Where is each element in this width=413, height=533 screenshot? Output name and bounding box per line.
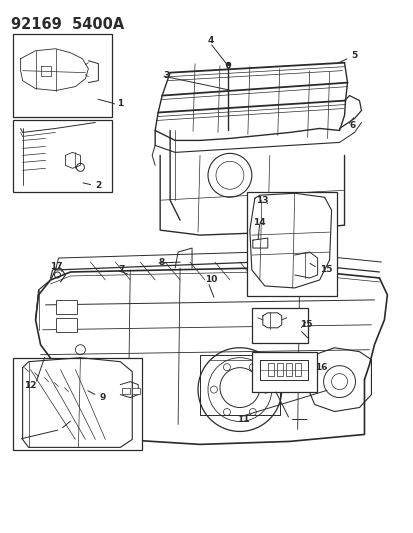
Text: 15: 15	[299, 320, 311, 329]
Bar	[276, 362, 282, 376]
Text: 4: 4	[207, 36, 214, 45]
Text: 9: 9	[99, 393, 105, 402]
Bar	[267, 362, 273, 376]
Text: 6: 6	[349, 121, 355, 130]
Text: 8: 8	[158, 257, 164, 266]
Text: 11: 11	[236, 415, 249, 424]
Bar	[251, 308, 307, 343]
Bar	[122, 387, 130, 393]
Text: 12: 12	[24, 381, 36, 390]
Text: 5: 5	[351, 51, 357, 60]
Text: 14: 14	[252, 217, 265, 227]
Text: 16: 16	[314, 363, 326, 372]
Bar	[13, 120, 112, 192]
Text: 17: 17	[50, 262, 63, 271]
Text: 13: 13	[255, 196, 268, 205]
Text: 3: 3	[163, 71, 169, 80]
Text: 1: 1	[117, 99, 123, 108]
Bar	[13, 358, 142, 450]
Bar	[251, 352, 316, 392]
Bar	[285, 362, 291, 376]
Text: 15: 15	[319, 265, 331, 274]
Bar	[246, 192, 336, 296]
Bar	[132, 387, 140, 393]
Bar	[55, 300, 77, 314]
Text: 92169  5400A: 92169 5400A	[11, 17, 123, 32]
Text: 7: 7	[118, 265, 124, 274]
Bar	[55, 318, 77, 332]
Bar	[294, 362, 300, 376]
Bar	[13, 34, 112, 117]
Text: 10: 10	[204, 276, 217, 285]
Text: 2: 2	[95, 181, 101, 190]
